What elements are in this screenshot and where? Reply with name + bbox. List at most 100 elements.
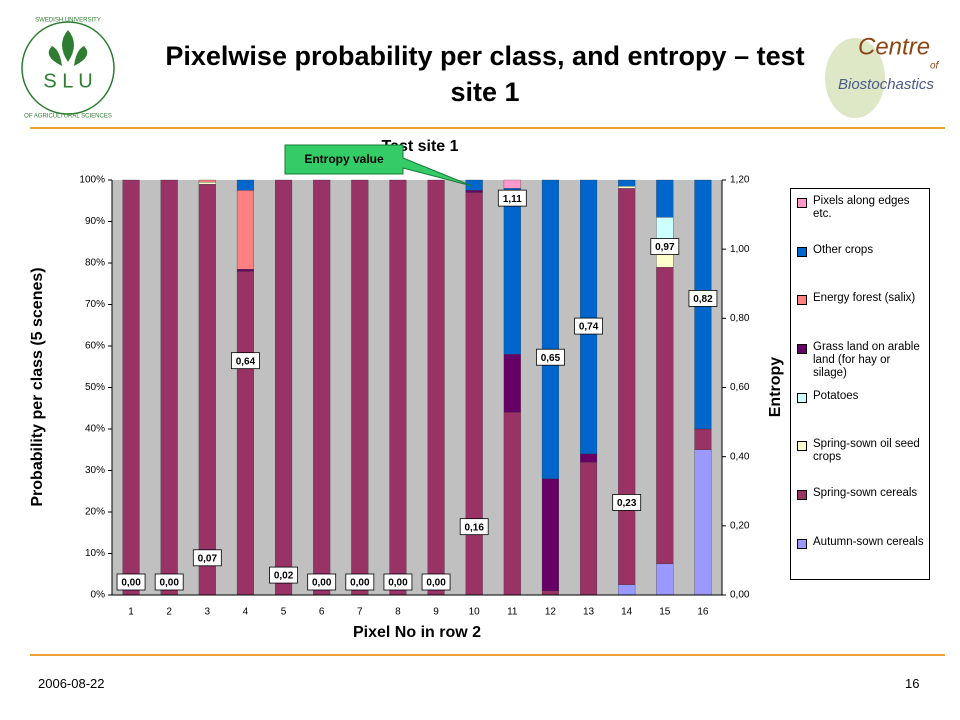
entropy-label: 0,23 <box>617 498 637 509</box>
bar-segment <box>236 190 254 270</box>
bar-segment <box>656 563 674 596</box>
bar-segment <box>198 181 216 185</box>
bar-segment <box>503 412 521 596</box>
y2-tick-label: 0,40 <box>730 451 750 462</box>
entropy-label-box <box>421 573 451 591</box>
logo-ring: SWEDISH UNIVERSITY <box>35 18 101 24</box>
entropy-label-box <box>383 573 413 591</box>
entropy-label-box <box>231 352 260 370</box>
legend-label: Pixels along edges etc. <box>813 195 910 220</box>
logo-ring: OF AGRICULTURAL SCIENCES <box>24 114 112 120</box>
entropy-label-box <box>536 348 565 366</box>
y-tick-label: 70% <box>85 299 105 310</box>
bar-segment <box>541 590 559 596</box>
y-tick-label: 10% <box>85 548 105 559</box>
y2-tick-label: 0,20 <box>730 520 750 531</box>
bar-segment <box>503 188 521 355</box>
entropy-label: 0,00 <box>159 578 179 589</box>
bar-segment <box>541 478 559 591</box>
entropy-label: 1,11 <box>503 194 522 205</box>
entropy-label: 0,00 <box>350 578 370 589</box>
legend-swatch <box>797 246 807 257</box>
entropy-label-box <box>345 573 375 591</box>
legend-label: Spring-sown oil seed crops <box>813 438 920 464</box>
entropy-label-box <box>688 290 718 307</box>
entropy-label: 0,07 <box>198 553 218 564</box>
legend-item: Autumn-sown cereals <box>795 536 925 585</box>
bar-segment <box>618 186 636 189</box>
y-tick-label: 20% <box>85 507 105 518</box>
bar-segment <box>580 462 598 596</box>
y-tick-label: 90% <box>85 216 105 227</box>
y2-tick-label: 0,80 <box>730 313 750 324</box>
entropy-label: 0,64 <box>236 356 256 367</box>
footer-date: 2006-08-22 <box>38 676 105 691</box>
entropy-label: 0,00 <box>312 578 332 589</box>
bar-segment <box>580 453 598 463</box>
entropy-label: 0,82 <box>693 294 713 305</box>
entropy-label: 0,65 <box>541 353 561 364</box>
bar-segment <box>236 271 254 596</box>
bar-segment <box>389 179 407 596</box>
logo-text: Centre <box>858 33 930 60</box>
x-tick-label: 10 <box>469 607 481 618</box>
callout <box>284 144 473 187</box>
y2-tick-label: 0,60 <box>730 382 750 393</box>
y2-axis-title: Entropy <box>767 357 784 418</box>
legend-label: Potatoes <box>813 389 859 402</box>
legend-label: Grass land on arable land (for hay or si… <box>813 341 920 380</box>
logo-text: of <box>930 61 940 72</box>
legend-label: Spring-sown cereals <box>813 487 918 500</box>
annotation: Entropy value <box>304 152 384 166</box>
legend-label: Energy forest (salix) <box>813 292 916 305</box>
x-tick-label: 1 <box>128 607 134 618</box>
legend-item: Grass land on arable land (for hay or si… <box>795 341 925 390</box>
entropy-label: 0,00 <box>388 578 408 589</box>
bar-segment <box>618 188 636 585</box>
bar-segment <box>275 179 293 596</box>
bar-segment <box>160 179 178 596</box>
entropy-label-box <box>612 494 642 511</box>
legend-item: Potatoes <box>795 390 925 439</box>
entropy-label-box <box>650 238 680 255</box>
y2-tick-label: 1,20 <box>730 175 750 186</box>
logo-left: S L U SWEDISH UNIVERSITY OF AGRICULTURAL… <box>21 18 115 120</box>
page-number: 16 <box>905 676 920 691</box>
bar-segment <box>618 179 636 187</box>
x-tick-label: 2 <box>166 607 172 618</box>
bar-segment <box>427 179 445 596</box>
legend-swatch <box>797 441 807 452</box>
entropy-label: 0,00 <box>426 578 446 589</box>
bar-segment <box>618 584 636 596</box>
x-tick-label: 7 <box>357 607 363 618</box>
y-axis-title: Probability per class (5 scenes) <box>29 267 46 506</box>
x-tick-label: 16 <box>697 607 709 618</box>
y-tick-label: 40% <box>85 424 105 435</box>
x-tick-label: 15 <box>659 607 671 618</box>
bar-segment <box>198 179 216 183</box>
y-tick-label: 100% <box>79 175 105 186</box>
entropy-label-box <box>497 189 527 207</box>
legend-swatch <box>797 392 807 403</box>
bar-segment <box>694 428 712 450</box>
legend-item: Pixels along edges etc. <box>795 195 925 244</box>
entropy-label-box <box>116 573 146 591</box>
entropy-label-box <box>459 518 489 536</box>
bar-segment <box>351 179 369 596</box>
entropy-label-box <box>192 549 222 567</box>
legend-label: Autumn-sown cereals <box>813 535 924 548</box>
entropy-label-box <box>574 317 603 335</box>
bar-segment <box>580 179 598 455</box>
legend-item: Spring-sown cereals <box>795 487 925 536</box>
y2-tick-label: 1,00 <box>730 244 750 255</box>
entropy-label-box <box>269 566 298 584</box>
legend-swatch <box>797 295 807 306</box>
y-tick-label: 60% <box>85 341 105 352</box>
x-tick-label: 8 <box>395 607 401 618</box>
bar-segment <box>236 269 254 272</box>
bar-segment <box>198 183 216 596</box>
bar-segment <box>656 266 674 565</box>
entropy-label-box <box>154 573 184 591</box>
